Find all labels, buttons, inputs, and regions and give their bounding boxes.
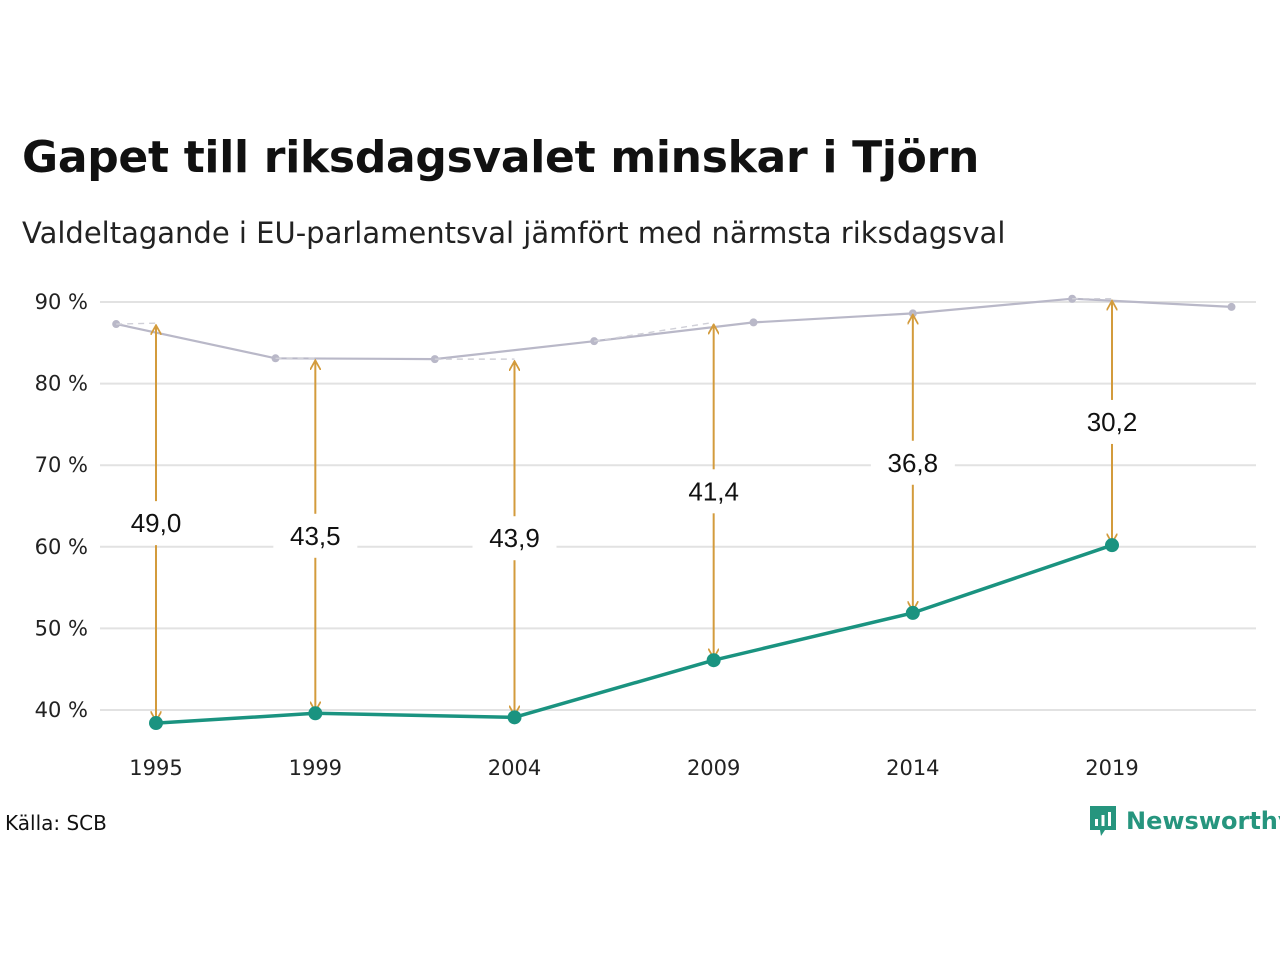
y-tick-label: 60 % bbox=[35, 535, 88, 559]
chart-subtitle: Valdeltagande i EU-parlamentsval jämfört… bbox=[22, 216, 1006, 250]
y-axis: 40 % 50 % 60 % 70 % 80 % 90 % bbox=[35, 290, 88, 722]
x-axis: 1995 1999 2004 2009 2014 2019 bbox=[129, 756, 1138, 780]
gap-label-background bbox=[114, 501, 198, 546]
eu-series bbox=[149, 538, 1119, 731]
y-tick-label: 40 % bbox=[35, 698, 88, 722]
x-tick-label: 1999 bbox=[289, 756, 342, 780]
gap-label-background bbox=[1070, 399, 1154, 444]
riksdag-point bbox=[1227, 302, 1236, 311]
gap-label-background bbox=[870, 440, 955, 485]
line-chart: 40 % 50 % 60 % 70 % 80 % 90 % 1995 1999 2004 200… bbox=[35, 290, 1256, 780]
eu-point bbox=[507, 710, 522, 725]
gap-label: 36,8 bbox=[888, 448, 939, 478]
reference-connector bbox=[594, 321, 714, 342]
reference-connector bbox=[116, 322, 157, 325]
x-tick-label: 1995 bbox=[129, 756, 182, 780]
eu-line bbox=[155, 543, 1113, 725]
newsworthy-logo: Newsworthy bbox=[1088, 804, 1280, 838]
newsworthy-icon bbox=[1090, 806, 1116, 836]
y-tick-label: 50 % bbox=[35, 616, 88, 640]
gap-label: 41,4 bbox=[688, 476, 739, 506]
gap-label-background bbox=[671, 469, 756, 514]
gap-label: 43,5 bbox=[290, 521, 341, 551]
eu-point bbox=[905, 605, 920, 620]
grid bbox=[100, 301, 1256, 711]
gap-label-background bbox=[472, 516, 557, 561]
brand-name: Newsworthy bbox=[1126, 807, 1280, 835]
eu-point bbox=[1105, 538, 1119, 553]
source-note: Källa: SCB bbox=[5, 811, 107, 835]
riksdag-point bbox=[749, 318, 758, 327]
riksdag-series bbox=[112, 294, 1236, 364]
gap-label: 30,2 bbox=[1087, 407, 1138, 437]
eu-point bbox=[706, 653, 721, 668]
x-tick-label: 2004 bbox=[488, 756, 541, 780]
x-tick-label: 2019 bbox=[1085, 756, 1138, 780]
gap-arrows: 49,0 43,5 43,9 41,4 36,8 30,2 bbox=[114, 301, 1154, 721]
y-tick-label: 70 % bbox=[35, 453, 88, 477]
y-tick-label: 80 % bbox=[35, 372, 88, 396]
chart-title: Gapet till riksdagsvalet minskar i Tjörn bbox=[22, 132, 980, 183]
x-tick-label: 2009 bbox=[687, 756, 740, 780]
gap-label: 49,0 bbox=[131, 508, 182, 538]
gap-label: 43,9 bbox=[489, 523, 540, 553]
x-tick-label: 2014 bbox=[886, 756, 939, 780]
y-tick-label: 90 % bbox=[35, 290, 88, 314]
gap-label-background bbox=[273, 513, 358, 558]
eu-point bbox=[149, 716, 163, 731]
eu-point bbox=[308, 706, 323, 721]
